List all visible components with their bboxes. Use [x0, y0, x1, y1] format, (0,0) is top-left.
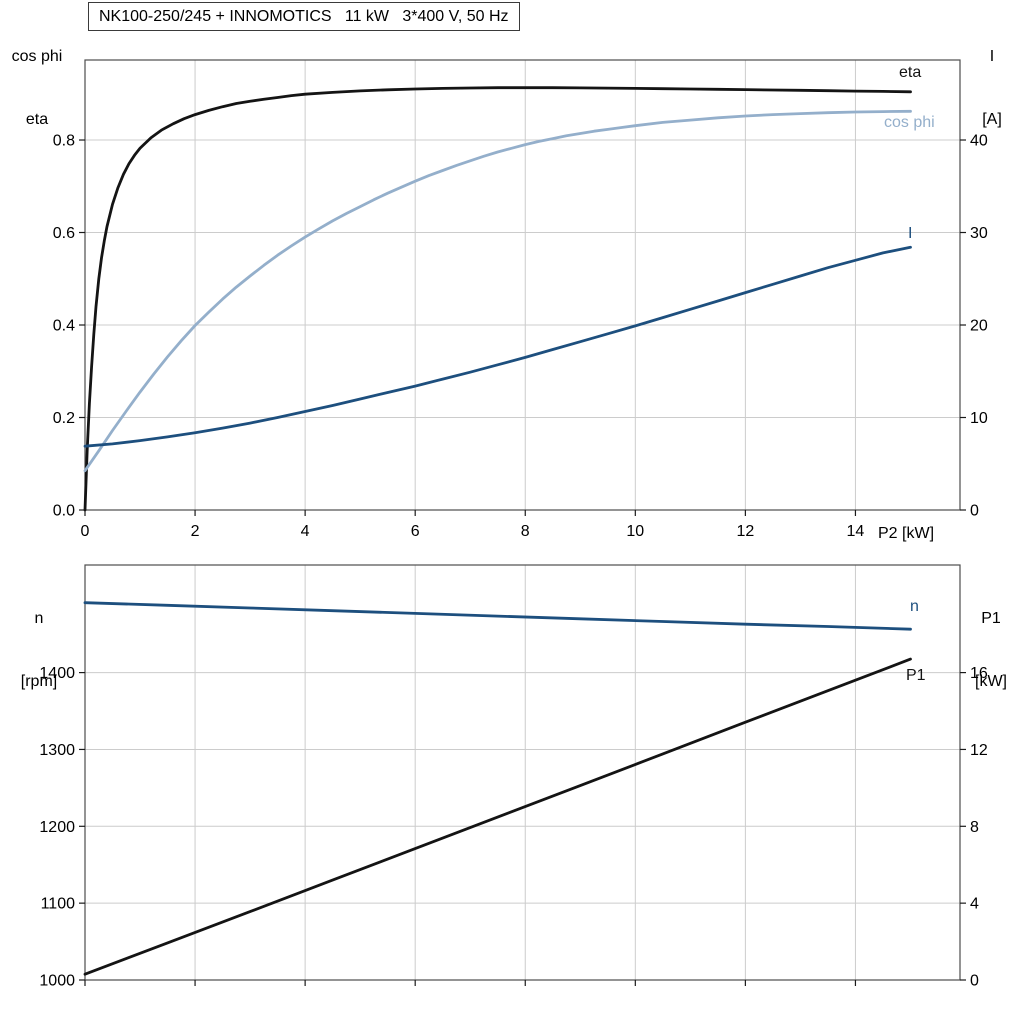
curve-label-p1: P1 [906, 667, 926, 684]
svg-text:1300: 1300 [39, 742, 75, 759]
left-axis-label-eta: eta [25, 111, 49, 128]
top-chart-panel: 0.0 0.2 0.4 0.6 0.8 0 10 20 30 40 0 2 4 6 8 10 12 14 [53, 59, 988, 540]
svg-text:2: 2 [191, 523, 200, 540]
svg-text:0.4: 0.4 [53, 318, 75, 335]
curve-label-speed: n [910, 598, 919, 615]
x-axis-title: P2 [kW] [878, 525, 935, 542]
right-axis-label-current: I [989, 48, 995, 65]
svg-text:16: 16 [970, 665, 988, 682]
svg-text:0.6: 0.6 [53, 225, 75, 242]
svg-text:0.8: 0.8 [53, 133, 75, 150]
svg-text:0: 0 [81, 523, 90, 540]
svg-text:8: 8 [970, 819, 979, 836]
bottom-right-axis-title: P1 [kW] [962, 566, 1020, 734]
left-axis-label-speed: n [34, 610, 44, 627]
bottom-chart-panel: 1000 1100 1200 1300 1400 0 4 8 12 16 [39, 564, 988, 990]
chart-title: NK100-250/245 + INNOMOTICS 11 kW 3*400 V… [88, 2, 520, 31]
top-right-axis-title: I [A] [964, 4, 1020, 172]
svg-text:6: 6 [411, 523, 420, 540]
svg-text:4: 4 [301, 523, 310, 540]
svg-text:1100: 1100 [41, 896, 76, 913]
svg-text:0.0: 0.0 [53, 503, 75, 520]
svg-text:12: 12 [736, 523, 754, 540]
svg-text:1000: 1000 [39, 973, 75, 990]
top-left-axis-title: cos phi eta [2, 4, 72, 172]
svg-text:0: 0 [970, 973, 979, 990]
svg-text:10: 10 [626, 523, 644, 540]
svg-text:20: 20 [970, 318, 988, 335]
right-axis-label-p1-unit: [kW] [975, 673, 1007, 690]
left-axis-label-cosphi: cos phi [11, 48, 63, 65]
left-axis-label-speed-unit: [rpm] [20, 673, 58, 690]
svg-text:0: 0 [970, 503, 979, 520]
svg-text:1200: 1200 [39, 819, 75, 836]
svg-text:14: 14 [847, 523, 865, 540]
svg-text:0.2: 0.2 [53, 410, 75, 427]
svg-text:40: 40 [970, 133, 988, 150]
svg-text:8: 8 [521, 523, 530, 540]
svg-text:30: 30 [970, 225, 988, 242]
svg-text:1400: 1400 [39, 665, 75, 682]
curve-label-cosphi: cos phi [884, 114, 935, 131]
bottom-left-axis-title: n [rpm] [6, 566, 72, 734]
right-axis-label-current-unit: [A] [982, 111, 1002, 128]
svg-text:12: 12 [970, 742, 988, 759]
svg-text:10: 10 [970, 410, 988, 427]
curve-label-eta: eta [899, 64, 922, 81]
right-axis-label-p1: P1 [981, 610, 1001, 627]
curve-label-current: I [908, 225, 913, 242]
svg-text:4: 4 [970, 896, 979, 913]
